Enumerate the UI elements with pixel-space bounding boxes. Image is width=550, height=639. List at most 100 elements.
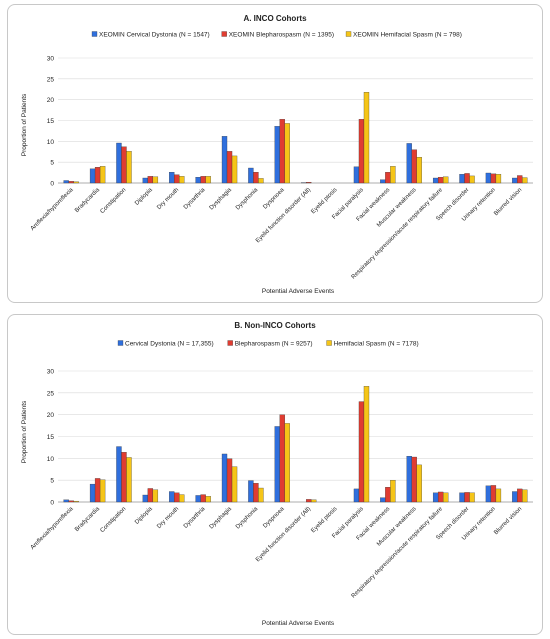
bar-3-13 bbox=[416, 464, 422, 503]
bar-3-0 bbox=[73, 181, 79, 184]
bar-1-6 bbox=[221, 453, 228, 503]
x-tick-label: Dysarthria bbox=[183, 187, 207, 211]
bar-1-12 bbox=[380, 179, 386, 184]
bar-1-7 bbox=[248, 167, 254, 184]
bar-3-6 bbox=[231, 466, 238, 503]
panel-inco-cohorts: A. INCO Cohorts XEOMIN Cervical Dystonia… bbox=[7, 4, 543, 303]
legend-label: Blepharospasm (N = 9257) bbox=[235, 341, 313, 348]
panel-non-inco-cohorts: B. Non-INCO Cohorts Cervical Dystonia (N… bbox=[7, 314, 543, 635]
bar-1-16 bbox=[485, 172, 492, 184]
bar-3-3 bbox=[152, 176, 159, 184]
bar-2-11 bbox=[358, 401, 365, 503]
bar-1-8 bbox=[274, 426, 280, 503]
bar-2-15 bbox=[464, 492, 470, 503]
x-tick-label: Areflexia/hyporeflexia bbox=[30, 187, 75, 232]
y-axis-label: Proportion of Patients bbox=[21, 400, 28, 463]
x-tick-label: Eyelid function disorder (All) bbox=[255, 506, 312, 563]
bar-1-14 bbox=[432, 492, 439, 503]
bar-1-5 bbox=[195, 495, 201, 503]
bar-3-6 bbox=[231, 155, 238, 184]
bar-2-16 bbox=[490, 173, 497, 184]
bar-1-13 bbox=[406, 143, 412, 184]
x-axis-ticks: Areflexia/hyporeflexia BradycardiaConstip… bbox=[30, 506, 523, 600]
legend-label: XEOMIN Hemifacial Spasm (N = 798) bbox=[353, 32, 462, 39]
x-axis-label: Potential Adverse Events bbox=[262, 288, 335, 295]
bar-3-12 bbox=[390, 166, 396, 184]
y-tick-label: 0 bbox=[50, 181, 54, 188]
bar-1-17 bbox=[512, 177, 518, 184]
bar-1-3 bbox=[142, 494, 149, 503]
y-tick-label: 30 bbox=[47, 56, 55, 63]
chart-legend: Cervical Dystonia (N = 17,355) Blepharosp… bbox=[117, 340, 419, 348]
x-tick-label: Respiratory depression/acute respiratory… bbox=[351, 187, 445, 281]
chart-non-inco-cohorts: B. Non-INCO Cohorts Cervical Dystonia (N… bbox=[21, 321, 533, 627]
x-tick-label: Dry mouth bbox=[156, 506, 180, 530]
bar-2-11 bbox=[358, 119, 365, 184]
x-tick-label: Blurred vision bbox=[493, 506, 523, 536]
legend-label: Hemifacial Spasm (N = 7178) bbox=[334, 341, 419, 348]
legend-label: XEOMIN Blepharospasm (N = 1395) bbox=[229, 32, 334, 39]
legend-swatch bbox=[91, 31, 98, 37]
bar-2-14 bbox=[437, 177, 444, 184]
grid-lines bbox=[58, 370, 533, 503]
bar-3-5 bbox=[205, 176, 211, 184]
y-tick-label: 30 bbox=[47, 369, 55, 376]
bar-2-0 bbox=[68, 500, 74, 503]
bar-2-5 bbox=[200, 494, 206, 503]
bar-3-11 bbox=[363, 92, 370, 184]
bar-3-4 bbox=[179, 494, 185, 503]
bar-3-14 bbox=[442, 492, 449, 503]
bar-2-12 bbox=[385, 487, 391, 503]
bar-1-0 bbox=[63, 180, 69, 184]
legend-swatch bbox=[117, 340, 124, 346]
bar-1-8 bbox=[274, 126, 280, 184]
bar-3-14 bbox=[442, 176, 449, 184]
x-tick-label: Blurred vision bbox=[493, 187, 523, 217]
bar-1-11 bbox=[353, 488, 360, 503]
bars bbox=[63, 92, 528, 184]
x-tick-label: Dysphonia bbox=[235, 187, 260, 212]
y-tick-label: 5 bbox=[50, 160, 54, 167]
x-axis-ticks: Areflexia/hyporeflexia BradycardiaConstip… bbox=[30, 187, 523, 281]
bar-2-16 bbox=[490, 485, 497, 503]
x-tick-label: Eyelid function disorder (All) bbox=[255, 187, 312, 244]
bar-2-12 bbox=[385, 172, 391, 184]
bar-3-7 bbox=[258, 487, 264, 503]
x-tick-label: Constipation bbox=[100, 187, 128, 215]
bar-2-17 bbox=[517, 488, 523, 503]
bar-3-1 bbox=[99, 479, 106, 503]
bar-2-9 bbox=[306, 182, 312, 184]
x-axis-label: Potential Adverse Events bbox=[262, 620, 335, 627]
bar-1-4 bbox=[169, 491, 175, 503]
bar-3-9 bbox=[311, 499, 317, 503]
bar-3-7 bbox=[258, 178, 264, 184]
bar-1-1 bbox=[89, 168, 96, 184]
bar-1-14 bbox=[432, 177, 439, 184]
bar-1-11 bbox=[353, 166, 360, 184]
x-tick-label: Bradycardia bbox=[74, 506, 101, 533]
bar-2-7 bbox=[253, 483, 259, 503]
bar-2-8 bbox=[279, 414, 285, 503]
bar-1-15 bbox=[459, 492, 465, 503]
y-tick-label: 20 bbox=[47, 97, 55, 104]
chart-inco-cohorts: A. INCO Cohorts XEOMIN Cervical Dystonia… bbox=[21, 14, 533, 295]
chart-title: B. Non-INCO Cohorts bbox=[234, 321, 316, 330]
y-axis-ticks: 0 5 10 15 20 25 30 bbox=[47, 56, 55, 188]
bar-3-5 bbox=[205, 496, 211, 503]
x-tick-label: Diplopia bbox=[134, 187, 154, 207]
bar-1-2 bbox=[116, 446, 122, 503]
y-tick-label: 20 bbox=[47, 412, 55, 419]
y-tick-label: 10 bbox=[47, 139, 55, 146]
bar-2-2 bbox=[121, 146, 127, 184]
bar-2-8 bbox=[279, 119, 285, 184]
x-tick-label: Areflexia/hyporeflexia bbox=[30, 506, 75, 551]
bar-3-16 bbox=[495, 488, 502, 503]
bar-2-15 bbox=[464, 173, 470, 184]
x-tick-label: Eyelid ptosis bbox=[310, 506, 338, 534]
legend-swatch bbox=[326, 340, 332, 346]
bar-3-16 bbox=[495, 174, 502, 184]
bar-1-7 bbox=[248, 480, 254, 503]
x-tick-label: Dysarthria bbox=[183, 506, 207, 530]
bar-2-17 bbox=[517, 175, 523, 184]
x-tick-label: Eyelid ptosis bbox=[310, 187, 338, 215]
